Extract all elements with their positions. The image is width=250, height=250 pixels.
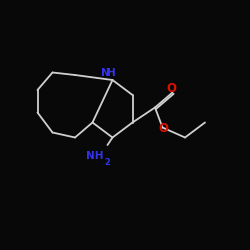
Text: 2: 2 [104, 158, 110, 167]
Text: H: H [107, 68, 116, 78]
Text: O: O [159, 122, 169, 135]
Text: N: N [102, 68, 110, 78]
Text: NH: NH [86, 151, 104, 161]
Text: O: O [166, 82, 176, 95]
